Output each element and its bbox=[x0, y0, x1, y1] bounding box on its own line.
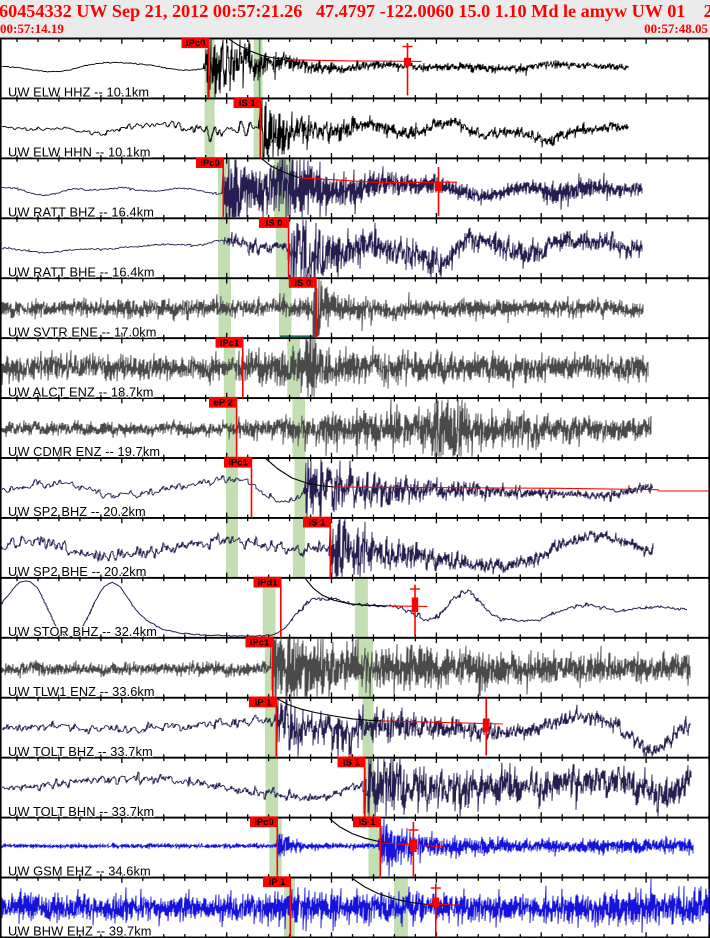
svg-text:iPc0: iPc0 bbox=[200, 158, 220, 169]
svg-text:UW TOLT BHN -- 33.7km: UW TOLT BHN -- 33.7km bbox=[8, 804, 154, 819]
svg-text:UW ELW HHN -- 10.1km: UW ELW HHN -- 10.1km bbox=[8, 145, 151, 160]
svg-text:UW GSM EHZ -- 34.6km: UW GSM EHZ -- 34.6km bbox=[8, 864, 151, 879]
svg-text:UW SP2 BHE -- 20.2km: UW SP2 BHE -- 20.2km bbox=[8, 564, 147, 579]
svg-text:iS 1: iS 1 bbox=[309, 518, 327, 529]
svg-text:UW SVTR ENE -- 17.0km: UW SVTR ENE -- 17.0km bbox=[8, 324, 157, 339]
svg-text:iS 0: iS 0 bbox=[294, 278, 311, 289]
svg-text:iS 1: iS 1 bbox=[239, 98, 257, 109]
svg-text:UW ELW HHZ -- 10.1km: UW ELW HHZ -- 10.1km bbox=[8, 85, 149, 100]
svg-text:UW STOR BHZ -- 32.4km: UW STOR BHZ -- 32.4km bbox=[8, 624, 157, 639]
svg-text:UW BHW EHZ -- 39.7km: UW BHW EHZ -- 39.7km bbox=[8, 924, 151, 938]
svg-text:eP 2: eP 2 bbox=[214, 398, 233, 409]
svg-text:iP 1: iP 1 bbox=[269, 877, 286, 888]
svg-text:iP 1: iP 1 bbox=[255, 697, 272, 708]
svg-text:UW TLW1 ENZ -- 33.6km: UW TLW1 ENZ -- 33.6km bbox=[8, 684, 155, 699]
svg-text:iPc0: iPc0 bbox=[186, 38, 206, 49]
svg-text:iPc0: iPc0 bbox=[254, 817, 274, 828]
svg-text:iPc1: iPc1 bbox=[220, 338, 240, 349]
svg-text:UW ALCT ENZ -- 18.7km: UW ALCT ENZ -- 18.7km bbox=[8, 384, 154, 399]
svg-text:UW RATT BHZ -- 16.4km: UW RATT BHZ -- 16.4km bbox=[8, 205, 154, 220]
svg-text:UW CDMR ENZ -- 19.7km: UW CDMR ENZ -- 19.7km bbox=[8, 444, 160, 459]
svg-text:UW TOLT BHZ -- 33.7km: UW TOLT BHZ -- 33.7km bbox=[8, 744, 153, 759]
svg-text:iPc1: iPc1 bbox=[228, 458, 248, 469]
svg-text:UW RATT BHE -- 16.4km: UW RATT BHE -- 16.4km bbox=[8, 264, 155, 279]
svg-text:UW SP2 BHZ -- 20.2km: UW SP2 BHZ -- 20.2km bbox=[8, 504, 146, 519]
svg-text:iPd1: iPd1 bbox=[257, 578, 278, 589]
svg-text:iS 1: iS 1 bbox=[359, 817, 377, 828]
svg-text:iS 0: iS 0 bbox=[266, 218, 283, 229]
svg-text:iPc1: iPc1 bbox=[250, 637, 270, 648]
svg-text:iS 1: iS 1 bbox=[343, 757, 361, 768]
